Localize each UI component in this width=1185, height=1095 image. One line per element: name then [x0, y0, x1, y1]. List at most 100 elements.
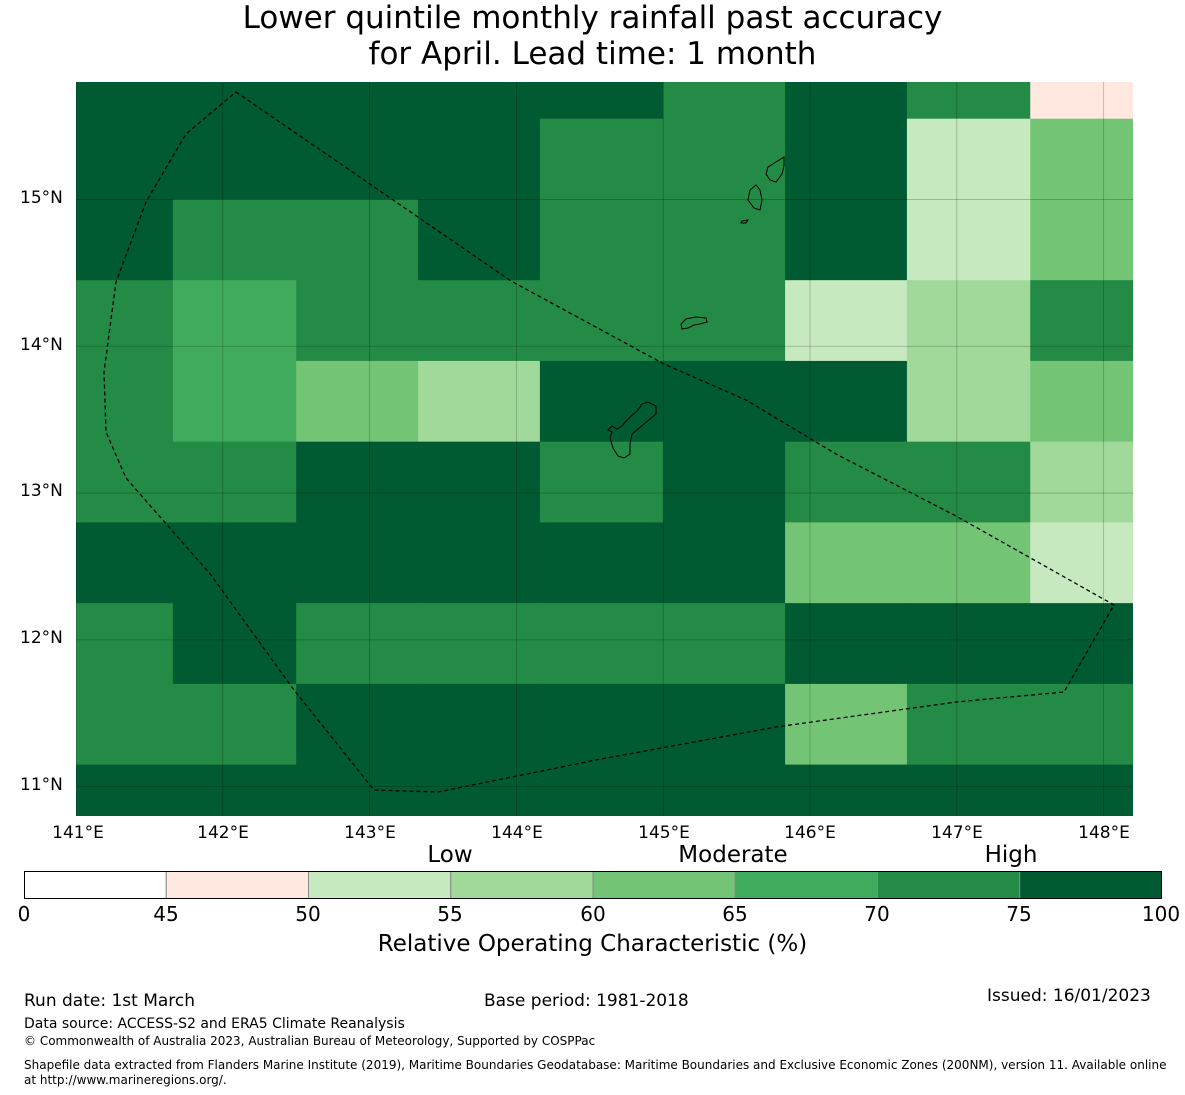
colorbar-tick-60: 60	[580, 902, 606, 926]
colorbar-tick-0: 0	[17, 902, 31, 926]
grid-cell	[539, 764, 664, 816]
grid-cell	[296, 522, 419, 604]
grid-cell	[418, 603, 541, 685]
grid-cell	[76, 280, 174, 362]
grid-cell	[906, 522, 1031, 604]
x-tick-141e: 141°E	[52, 823, 104, 843]
x-tick-146e: 146°E	[784, 823, 836, 843]
grid-cell	[1030, 199, 1133, 281]
grid-cell	[539, 441, 664, 523]
category-high: High	[984, 842, 1038, 868]
grid-cell	[785, 82, 908, 120]
colorbar-tick-50: 50	[295, 902, 321, 926]
grid-cell	[296, 360, 419, 443]
grid-cell	[663, 441, 786, 523]
grid-cell	[663, 603, 786, 685]
grid-cell	[296, 764, 419, 816]
grid-cell	[418, 199, 541, 281]
grid-cell	[296, 683, 419, 766]
x-tick-142e: 142°E	[197, 823, 249, 843]
grid-cell	[539, 118, 664, 201]
colorbar-tick-45: 45	[153, 902, 179, 926]
grid-cell	[76, 441, 174, 523]
grid-cell	[1030, 683, 1133, 766]
grid-cell	[418, 118, 541, 201]
y-tick-13n: 13°N	[20, 481, 63, 501]
chart-title: Lower quintile monthly rainfall past acc…	[0, 0, 1185, 72]
grid-cell	[785, 603, 908, 685]
colorbar-segment	[877, 871, 1021, 899]
grid-cell	[539, 82, 664, 120]
grid-cell	[1030, 360, 1133, 443]
grid-cell	[906, 199, 1031, 281]
grid-cell	[785, 360, 908, 443]
copyright: © Commonwealth of Australia 2023, Austra…	[24, 1034, 596, 1048]
grid-cell	[76, 82, 174, 120]
grid-cell	[539, 280, 664, 362]
colorbar-segment	[308, 871, 452, 899]
island-saipan	[765, 156, 785, 183]
colorbar-title: Relative Operating Characteristic (%)	[377, 931, 808, 957]
issued-date: Issued: 16/01/2023	[987, 986, 1151, 1006]
data-source: Data source: ACCESS-S2 and ERA5 Climate …	[24, 1016, 405, 1032]
grid-cell	[906, 441, 1031, 523]
grid-cell	[76, 522, 174, 604]
x-tick-147e: 147°E	[931, 823, 983, 843]
category-low: Low	[427, 842, 473, 868]
grid-cell	[172, 82, 297, 120]
colorbar-tick-75: 75	[1006, 902, 1032, 926]
island-guam	[607, 401, 657, 459]
grid-cell	[76, 118, 174, 201]
colorbar-tick-65: 65	[722, 902, 748, 926]
y-tick-14n: 14°N	[20, 335, 63, 355]
rainfall-accuracy-map	[76, 82, 1133, 816]
grid-cell	[1030, 603, 1133, 685]
y-tick-15n: 15°N	[20, 188, 63, 208]
grid-cell	[296, 603, 419, 685]
grid-cell	[785, 683, 908, 766]
colorbar-border	[24, 871, 1162, 899]
grid-cell	[663, 199, 786, 281]
colorbar-tick-55: 55	[437, 902, 463, 926]
grid-cell	[172, 118, 297, 201]
grid-cell	[1030, 118, 1133, 201]
colorbar	[24, 871, 1162, 899]
grid-cell	[663, 360, 786, 443]
colorbar-segment	[165, 871, 309, 899]
grid-cell	[663, 764, 786, 816]
y-tick-12n: 12°N	[20, 628, 63, 648]
grid-cell	[296, 199, 419, 281]
run-date: Run date: 1st March	[24, 991, 196, 1011]
colorbar-tick-70: 70	[864, 902, 890, 926]
grid-cell	[906, 603, 1031, 685]
grid-cell	[539, 199, 664, 281]
grid-cell	[663, 118, 786, 201]
colorbar-segment	[450, 871, 594, 899]
grid-cell	[296, 280, 419, 362]
grid-cell	[785, 441, 908, 523]
base-period: Base period: 1981-2018	[484, 991, 689, 1011]
grid-cell	[1030, 764, 1133, 816]
grid-cell	[1030, 82, 1133, 120]
grid-cell	[539, 360, 664, 443]
shapefile-note-line-1: Shapefile data extracted from Flanders M…	[24, 1058, 1167, 1072]
grid-cell	[785, 118, 908, 201]
grid-cell	[906, 360, 1031, 443]
grid-cell	[172, 199, 297, 281]
grid-cell	[172, 360, 297, 443]
grid-cell	[76, 360, 174, 443]
grid-cell	[296, 441, 419, 523]
grid-cell	[539, 683, 664, 766]
grid-cell	[906, 280, 1031, 362]
grid-cell	[906, 683, 1031, 766]
grid-cell	[418, 280, 541, 362]
grid-cell	[539, 603, 664, 685]
grid-cell	[785, 280, 908, 362]
grid-cell	[663, 522, 786, 604]
x-tick-145e: 145°E	[638, 823, 690, 843]
island-tinian	[747, 184, 763, 211]
shapefile-note-line-2: at http://www.marineregions.org/.	[24, 1073, 227, 1087]
grid-cell	[172, 522, 297, 604]
grid-cell	[172, 683, 297, 766]
grid-cell	[172, 603, 297, 685]
